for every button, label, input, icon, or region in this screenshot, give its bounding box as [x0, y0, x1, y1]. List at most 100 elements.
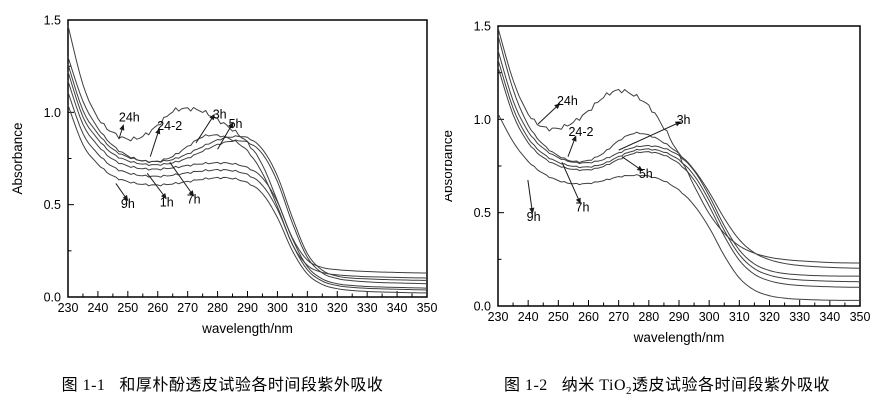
arrowhead-icon: [155, 127, 161, 135]
y-tick-label: 0.5: [474, 206, 491, 220]
annotation-9h: 9h: [527, 179, 541, 224]
annotation-label-3h: 3h: [213, 108, 227, 122]
series-curve-9h: [67, 104, 428, 294]
x-tick-label: 350: [850, 310, 871, 324]
plot-frame: [497, 25, 861, 307]
x-tick-label: 310: [729, 310, 750, 324]
arrowhead-icon: [209, 113, 215, 121]
annotation-label-9h: 9h: [527, 210, 541, 224]
x-tick-label: 280: [207, 301, 228, 315]
x-tick-label: 340: [387, 301, 408, 315]
series-curve-3h: [497, 50, 861, 277]
caption-text: 和厚朴酚透皮试验各时间段紫外吸收: [119, 377, 383, 394]
annotation-24h: 24h: [118, 110, 140, 140]
arrowhead-icon: [122, 194, 129, 202]
x-tick-label: 300: [267, 301, 288, 315]
arrowhead-icon: [228, 121, 234, 129]
y-axis-title: Absorbance: [10, 122, 25, 194]
figure-1-1: 230 240 250 260 270 280 290 300 310 320 330 340 350 0…: [10, 14, 438, 395]
x-axis-title: wavelength/nm: [201, 321, 293, 336]
caption-text: 纳米 TiO2透皮试验各时间段紫外吸收: [561, 377, 831, 398]
x-tick-label: 230: [58, 301, 79, 315]
annotation-7h: 7h: [169, 161, 201, 207]
annotation-label-24h: 24h: [557, 94, 578, 108]
series-curve-9h: [497, 113, 860, 301]
caption-label: 图 1-1: [61, 377, 106, 394]
y-tick-label: 0.5: [44, 198, 61, 212]
y-tick-label: 1.0: [44, 106, 61, 120]
x-tick-label: 250: [117, 301, 138, 315]
y-tick-label: 1.5: [44, 14, 61, 28]
annotation-label-5h: 5h: [229, 117, 243, 131]
x-tick-label: 350: [417, 301, 438, 315]
caption-label: 图 1-2: [503, 377, 548, 394]
annotation-3h: 3h: [195, 108, 227, 144]
figure-1-2: 230 240 250 260 270 280 290 300 310 320 330 340 350 0…: [445, 0, 889, 409]
annotation-label-24-2: 24-2: [568, 125, 593, 139]
series-curve-7h: [67, 91, 428, 291]
uv-absorbance-chart-honokiol: 230 240 250 260 270 280 290 300 310 320 330 340 350 0…: [10, 14, 438, 337]
annotation-24-2: 24-2: [567, 125, 594, 157]
x-tick-label: 270: [608, 310, 629, 324]
x-tick-label: 310: [297, 301, 318, 315]
arrowhead-icon: [554, 103, 561, 110]
x-axis: [67, 291, 428, 297]
x-tick-label: 320: [327, 301, 348, 315]
y-axis: [68, 19, 74, 298]
x-tick-label: 230: [488, 310, 509, 324]
x-tick-label: 260: [147, 301, 168, 315]
annotation-1h: 1h: [146, 172, 174, 209]
uv-absorbance-chart-nano-tio2: 230 240 250 260 270 280 290 300 310 320 330 340 350 0…: [445, 20, 871, 346]
x-tick-label: 260: [578, 310, 599, 324]
annotation-9h: 9h: [115, 183, 135, 211]
x-tick-label: 330: [357, 301, 378, 315]
annotation-3h: 3h: [618, 113, 691, 151]
x-tick-label: 240: [87, 301, 108, 315]
series-curve-7h: [497, 66, 861, 288]
series-curve-24h: [67, 25, 428, 274]
x-tick-label: 290: [237, 301, 258, 315]
arrowhead-icon: [571, 135, 577, 142]
annotation-label-3h: 3h: [677, 113, 691, 127]
y-tick-label: 1.0: [474, 113, 491, 127]
caption-subscript: 2: [626, 385, 633, 398]
arrowhead-icon: [674, 121, 682, 127]
annotation-7h: 7h: [561, 162, 589, 215]
y-axis-title: Absorbance: [445, 130, 455, 202]
arrowhead-icon: [119, 124, 125, 131]
series-curve-24-2: [497, 35, 861, 269]
x-tick-label: 340: [819, 310, 840, 324]
figure-1-2-caption: 图 1-2 纳米 TiO2透皮试验各时间段紫外吸收: [503, 371, 831, 398]
caption-suffix: 透皮试验各时间段紫外吸收: [632, 377, 831, 394]
caption-prefix: 纳米 TiO: [561, 377, 627, 394]
annotation-5h: 5h: [217, 117, 243, 150]
annotation-5h: 5h: [621, 156, 653, 181]
annotation-label-5h: 5h: [639, 167, 653, 181]
x-tick-label: 280: [638, 310, 659, 324]
figure-1-1-caption: 图 1-1 和厚朴酚透皮试验各时间段紫外吸收: [62, 371, 384, 395]
annotation-label-9h: 9h: [121, 197, 135, 211]
y-tick-label: 0.0: [44, 291, 61, 305]
x-axis: [497, 300, 861, 306]
series-curve-24h: [497, 27, 861, 264]
x-axis-title: wavelength/nm: [633, 330, 725, 345]
y-tick-label: 0.0: [474, 300, 491, 314]
annotation-24-2: 24-2: [149, 119, 182, 157]
x-tick-label: 240: [518, 310, 539, 324]
x-tick-label: 290: [669, 310, 690, 324]
x-tick-label: 270: [177, 301, 198, 315]
arrowhead-icon: [636, 165, 644, 172]
series-curve-24-2: [67, 56, 428, 279]
annotation-label-1h: 1h: [160, 195, 174, 209]
arrowhead-icon: [575, 197, 581, 205]
y-tick-label: 1.5: [474, 20, 491, 34]
series-curve-1h: [67, 80, 428, 289]
arrowhead-icon: [529, 207, 535, 214]
annotation-label-7h: 7h: [187, 193, 201, 207]
annotation-label-24-2: 24-2: [157, 119, 182, 133]
x-tick-label: 320: [759, 310, 780, 324]
caption-prefix: 和厚朴酚透皮试验各时间段紫外吸收: [119, 377, 384, 394]
x-tick-label: 250: [548, 310, 569, 324]
series-curve-3h: [67, 64, 428, 281]
